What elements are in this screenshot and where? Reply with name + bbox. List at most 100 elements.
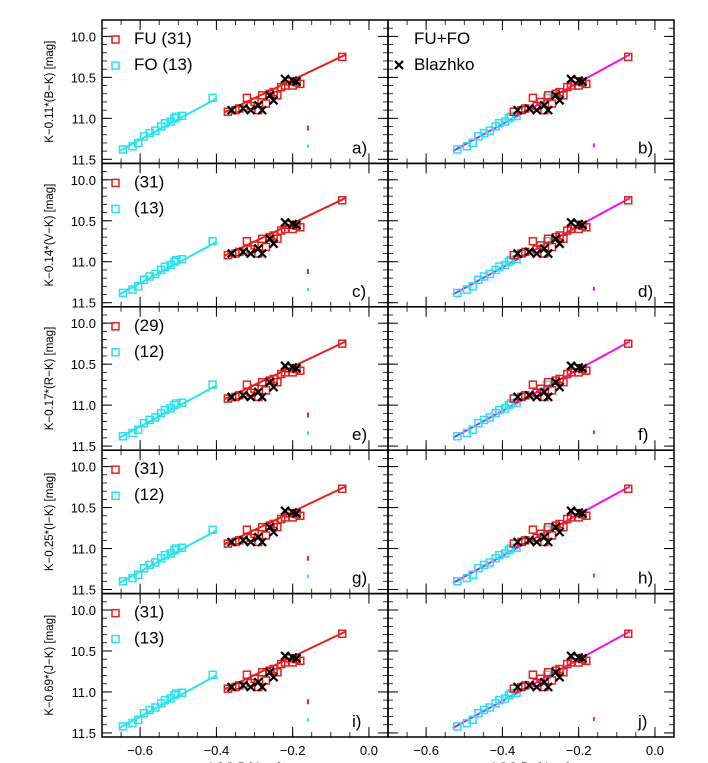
fo-point — [495, 262, 504, 271]
fo-point — [453, 432, 462, 441]
blazhko-point — [268, 238, 279, 249]
fo-point — [177, 398, 187, 407]
blazhko-point — [543, 392, 553, 402]
blazhko-point — [554, 238, 565, 249]
blazhko-point — [291, 220, 302, 230]
blazhko-point — [554, 672, 565, 682]
fu-point — [536, 384, 545, 393]
blazhko-point — [280, 651, 290, 661]
blazhko-point — [554, 527, 565, 537]
fo-point — [468, 138, 477, 148]
blazhko-point — [257, 248, 267, 259]
legend-fu-count: (29) — [134, 316, 164, 335]
legend-fo-count: (12) — [134, 342, 164, 361]
blazhko-point — [512, 248, 523, 259]
fo-point — [453, 145, 462, 154]
blazhko-point — [268, 672, 279, 682]
blazhko-point — [554, 95, 565, 106]
fu-point — [337, 484, 347, 493]
x-tick-label: −0.2 — [280, 743, 306, 758]
blazhko-point — [280, 506, 290, 516]
fo-point — [160, 550, 170, 560]
fu-point — [273, 522, 282, 532]
blazhko-point — [531, 105, 542, 115]
fo-point — [145, 560, 154, 570]
y-tick-label: 11.5 — [72, 296, 96, 311]
x-tick-label: −0.6 — [127, 743, 153, 758]
fo-point — [133, 425, 143, 434]
fu-point — [559, 522, 568, 532]
blazhko-point — [531, 537, 542, 547]
blazhko-point — [566, 217, 576, 228]
fu-point — [559, 668, 568, 677]
panel-label: c) — [352, 282, 366, 301]
fo-point — [133, 282, 143, 291]
blazhko-point — [512, 105, 523, 115]
blazhko-point — [512, 392, 523, 402]
fo-point — [118, 432, 128, 441]
y-tick-label: 11.0 — [72, 685, 96, 700]
y-axis-label: K−0.17*(R−K) [mag] — [44, 327, 56, 431]
blazhko-point — [245, 682, 256, 692]
fu-point — [559, 377, 568, 387]
fo-point — [172, 255, 181, 265]
fo-point — [468, 715, 477, 725]
y-tick-label: 10.0 — [71, 316, 96, 331]
legend-fo-count: (13) — [134, 629, 164, 648]
y-tick-label: 11.5 — [72, 439, 96, 454]
blazhko-point — [280, 74, 290, 84]
panel-frame — [387, 592, 675, 738]
fu-point — [273, 668, 282, 677]
legend-fu-marker — [111, 608, 120, 618]
blazhko-point — [531, 392, 542, 402]
legend-fu-marker — [111, 465, 120, 474]
fo-point — [177, 688, 187, 698]
legend-fo-count: (12) — [134, 485, 164, 504]
blazhko-point — [226, 682, 237, 692]
legend-fo-marker — [111, 491, 120, 500]
blazhko-point — [245, 392, 256, 402]
fo-point — [133, 715, 143, 725]
fo-point — [118, 577, 128, 586]
fo-point — [208, 670, 217, 679]
blazhko-point — [577, 220, 588, 230]
fu-point — [337, 339, 347, 348]
fu-point — [337, 52, 347, 62]
blazhko-point — [291, 76, 302, 87]
blazhko-point — [512, 682, 523, 692]
blazhko-point — [238, 103, 248, 114]
y-tick-label: 10.5 — [71, 501, 96, 516]
fo-point — [145, 128, 154, 138]
blazhko-point — [566, 651, 576, 661]
blazhko-point — [524, 680, 534, 691]
blazhko-point — [531, 682, 542, 692]
fu-point — [623, 339, 633, 348]
fu-point — [536, 674, 545, 684]
fu-point — [528, 525, 538, 534]
y-axis-label: K−0.25*(I−K) [mag] — [44, 473, 56, 571]
fu-point — [536, 241, 545, 250]
blazhko-point — [577, 76, 588, 87]
x-tick-label: −0.2 — [566, 743, 592, 758]
panel-frame — [387, 162, 675, 308]
blazhko-point — [566, 506, 576, 516]
blazhko-point — [245, 248, 256, 259]
y-tick-label: 10.0 — [71, 173, 96, 188]
fu-point — [273, 234, 282, 244]
blazhko-point — [280, 217, 290, 228]
fu-point — [273, 91, 282, 100]
legend-blazhko: Blazhko — [414, 55, 474, 74]
x-tick-label: 0.0 — [646, 743, 664, 758]
fo-point — [118, 145, 128, 154]
fo-point — [145, 705, 154, 715]
blazhko-point — [577, 363, 588, 374]
x-tick-label: 0.0 — [360, 743, 378, 758]
legend-fo-marker — [111, 204, 120, 214]
legend-fu-count: (31) — [134, 172, 164, 191]
blazhko-point — [577, 508, 588, 519]
blazhko-point — [524, 103, 534, 114]
legend-fo-count: FO (13) — [134, 55, 193, 74]
panel-label: j) — [637, 712, 647, 731]
y-tick-label: 10.5 — [71, 644, 96, 659]
blazhko-point — [257, 105, 267, 115]
